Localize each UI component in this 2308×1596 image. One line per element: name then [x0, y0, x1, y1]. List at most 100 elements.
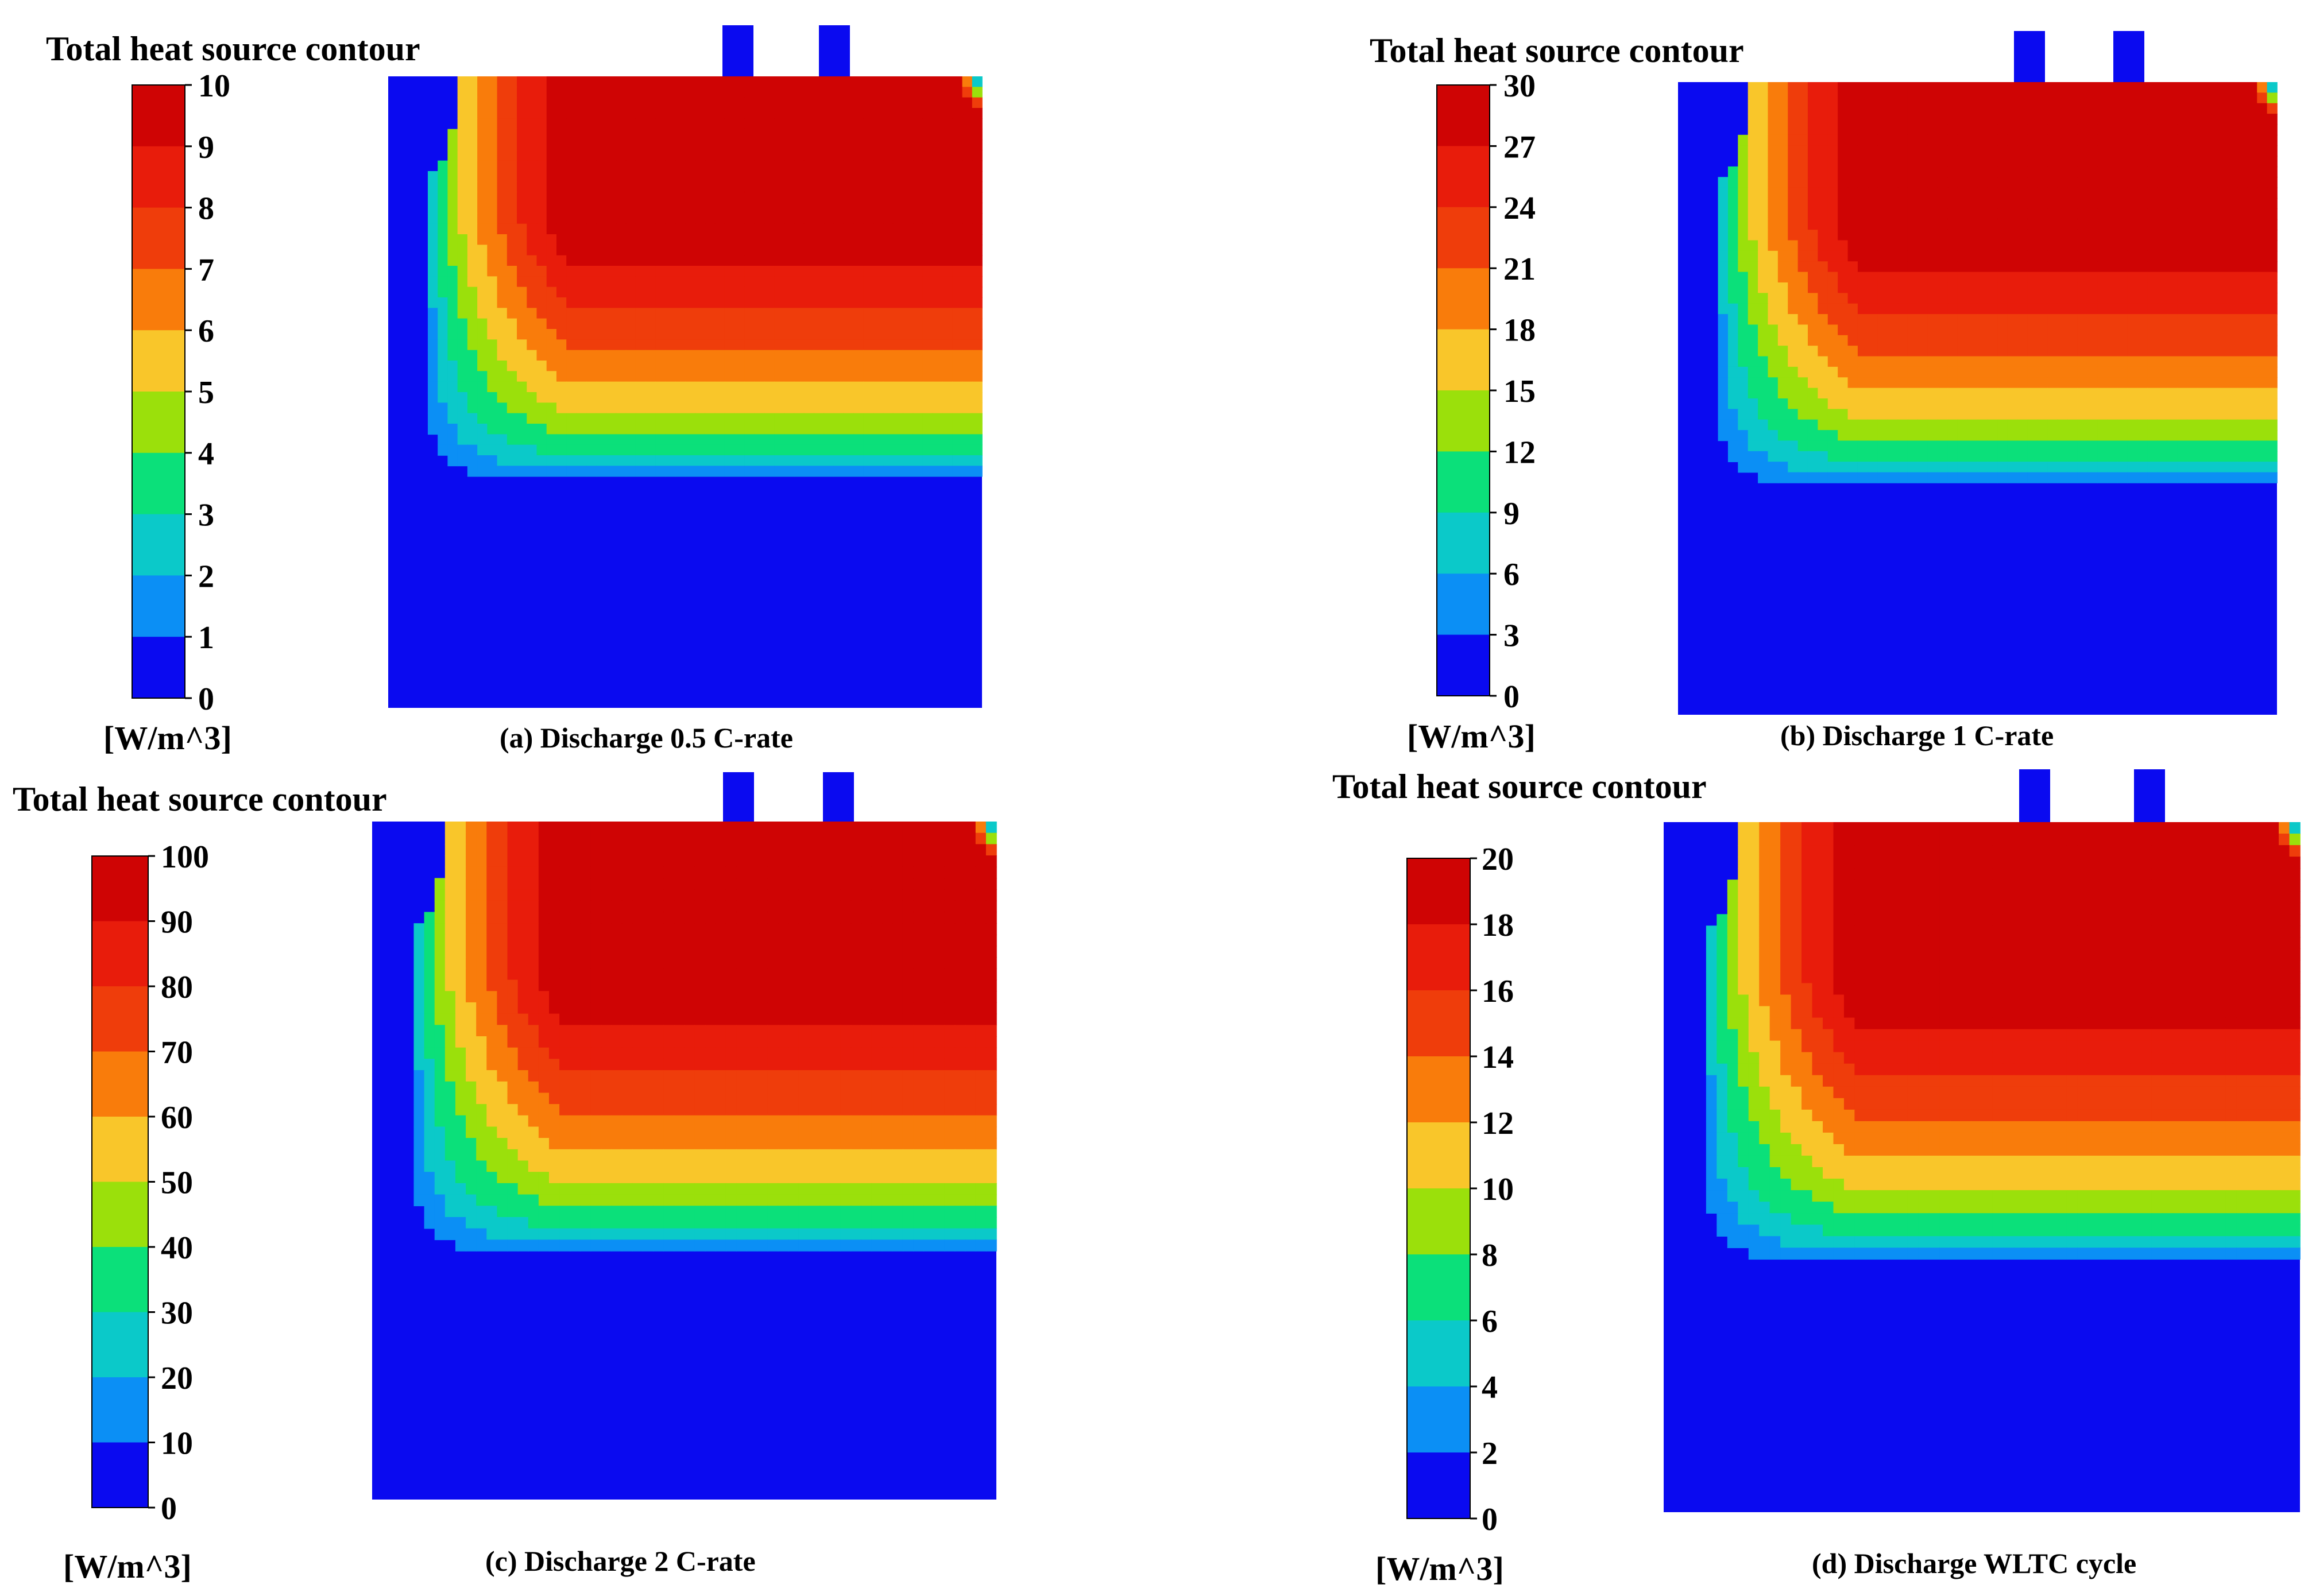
contour-cell	[2147, 272, 2158, 283]
panel-a-tick: 1	[198, 620, 214, 656]
contour-cell	[1758, 103, 1769, 114]
contour-cell	[674, 934, 685, 947]
contour-cell	[2077, 114, 2088, 125]
contour-cell	[764, 276, 775, 288]
contour-cell	[566, 424, 577, 435]
contour-cell	[1727, 219, 1739, 230]
contour-cell	[2057, 303, 2068, 315]
contour-cell	[487, 181, 498, 193]
contour-cell	[843, 318, 854, 330]
contour-cell	[632, 855, 643, 867]
contour-cell	[952, 160, 963, 172]
contour-cell	[517, 318, 528, 330]
contour-cell	[788, 934, 799, 947]
contour-cell	[1827, 462, 1838, 473]
contour-cell	[754, 455, 765, 467]
contour-cell	[975, 923, 987, 935]
contour-cell	[1748, 346, 1758, 357]
contour-cell	[1927, 356, 1938, 367]
contour-cell	[1947, 324, 1958, 336]
contour-cell	[922, 203, 933, 214]
contour-cell	[764, 234, 775, 246]
contour-cell	[546, 424, 557, 435]
contour-cell	[744, 76, 755, 88]
contour-cell	[2147, 166, 2158, 178]
contour-cell	[616, 444, 627, 456]
contour-cell	[747, 889, 758, 901]
contour-cell	[2247, 398, 2258, 410]
contour-cell	[2167, 346, 2178, 357]
contour-cell	[1868, 282, 1878, 294]
contour-cell	[1727, 440, 1739, 452]
contour-cell	[1718, 261, 1729, 273]
contour-cell	[932, 371, 943, 382]
contour-cell	[1718, 240, 1729, 251]
contour-cell	[1997, 156, 2008, 167]
contour-cell	[1957, 82, 1968, 94]
contour-cell	[596, 160, 606, 172]
contour-cell	[1847, 451, 1858, 462]
panel-a-tick: 8	[198, 191, 214, 227]
contour-cell	[913, 866, 924, 879]
contour-cell	[487, 203, 498, 214]
contour-cell	[2157, 124, 2168, 135]
contour-cell	[1727, 293, 1739, 304]
contour-cell	[2097, 134, 2108, 146]
contour-cell	[1967, 419, 1978, 431]
contour-cell	[455, 900, 466, 913]
contour-cell	[1758, 377, 1769, 389]
contour-cell	[1748, 208, 1758, 220]
contour-cell	[2197, 261, 2208, 273]
contour-cell	[952, 203, 963, 214]
contour-cell	[794, 434, 805, 446]
contour-cell	[2267, 356, 2278, 367]
contour-cell	[616, 171, 627, 183]
contour-cell	[1868, 124, 1878, 135]
contour-cell	[447, 424, 458, 435]
contour-cell	[952, 402, 963, 414]
contour-cell	[892, 434, 903, 446]
contour-cell	[952, 466, 963, 477]
contour-cell	[695, 245, 706, 256]
contour-cell	[527, 87, 538, 98]
colorbar-segment	[1437, 512, 1490, 574]
contour-cell	[1947, 293, 1958, 304]
contour-cell	[1857, 261, 1869, 273]
contour-cell	[754, 318, 765, 330]
contour-cell	[1838, 134, 1849, 146]
contour-cell	[734, 402, 745, 414]
contour-cell	[645, 318, 656, 330]
contour-cell	[1758, 324, 1769, 336]
contour-cell	[447, 444, 458, 456]
contour-cell	[1977, 240, 1988, 251]
contour-cell	[1997, 314, 2008, 326]
contour-cell	[2167, 114, 2178, 125]
contour-cell	[2147, 177, 2158, 188]
contour-cell	[586, 234, 597, 246]
contour-cell	[1927, 166, 1938, 178]
contour-cell	[1827, 419, 1838, 431]
contour-cell	[1797, 166, 1808, 178]
contour-cell	[1838, 187, 1849, 199]
contour-cell	[903, 140, 914, 151]
contour-cell	[824, 413, 834, 424]
contour-cell	[774, 339, 785, 351]
contour-cell	[655, 455, 666, 467]
contour-cell	[705, 434, 716, 446]
contour-cell	[922, 455, 933, 467]
contour-cell	[714, 350, 725, 361]
contour-cell	[1847, 462, 1858, 473]
contour-cell	[1907, 324, 1918, 336]
contour-cell	[1718, 272, 1729, 283]
contour-cell	[903, 455, 914, 467]
contour-cell	[798, 822, 810, 834]
contour-cell	[803, 361, 814, 372]
contour-cell	[764, 424, 775, 435]
contour-cell	[913, 108, 923, 119]
contour-cell	[2067, 398, 2078, 410]
contour-cell	[1937, 282, 1949, 294]
contour-cell	[2137, 92, 2148, 104]
contour-cell	[536, 87, 547, 98]
contour-cell	[903, 466, 914, 477]
contour-cell	[507, 87, 517, 98]
